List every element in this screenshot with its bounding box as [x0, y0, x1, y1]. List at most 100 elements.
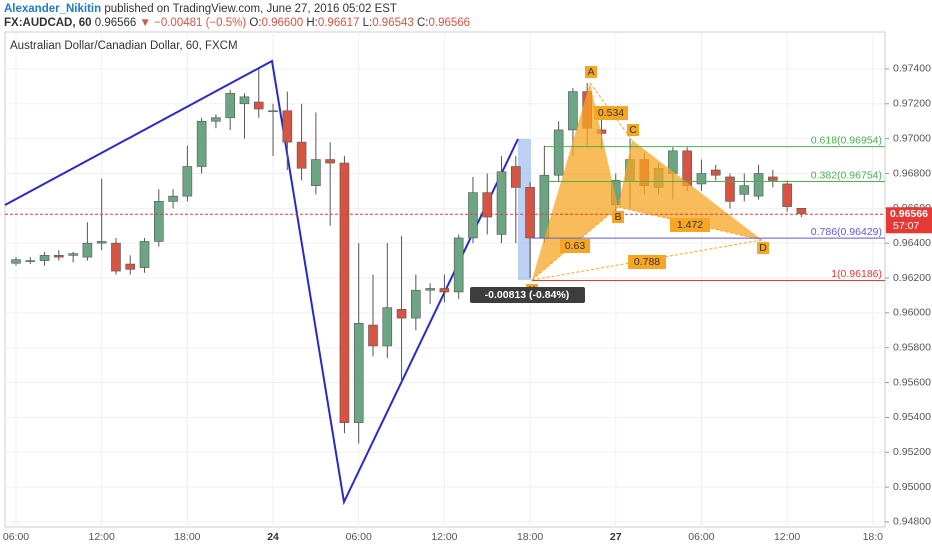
candle-body	[468, 192, 478, 239]
fib-label: 0.786(0.96429)	[811, 226, 882, 238]
point-box	[757, 242, 769, 254]
candle-body	[482, 192, 493, 218]
candle-body	[268, 110, 278, 113]
ratio-label: 0.534	[598, 107, 624, 119]
y-tick-label: 0.97400	[893, 63, 931, 75]
high: 0.96617	[317, 17, 360, 29]
candle-body	[125, 263, 136, 270]
candle-body	[753, 173, 764, 197]
fib-label: 1(0.96186)	[831, 268, 882, 280]
ratio-box	[594, 106, 628, 120]
y-tick-label: 0.97000	[893, 132, 931, 144]
price-tag	[886, 207, 932, 234]
candle-body	[525, 187, 535, 239]
candle-body	[282, 110, 293, 143]
candle-body	[225, 93, 235, 119]
price-tag-label: 0.96566	[890, 208, 928, 220]
low: 0.96543	[372, 17, 414, 29]
header-line: FX:AUDCAD, 60 0.96566 ▼ −0.00481 (−0.5%)…	[4, 16, 470, 30]
candle-body	[39, 255, 50, 261]
h-label: H:	[306, 17, 318, 29]
candle-body	[311, 159, 321, 186]
x-tick-label: 18:00	[174, 531, 200, 543]
candle-body	[154, 201, 164, 242]
candle-body	[368, 324, 378, 347]
candle-body	[796, 208, 807, 214]
point-box	[585, 66, 597, 78]
ratio-label: 1.472	[677, 219, 703, 231]
x-tick-label: 12:00	[774, 531, 800, 543]
candle-body	[339, 162, 350, 423]
arrow: ▼	[139, 17, 151, 29]
candle-body	[54, 255, 64, 258]
point-box	[612, 211, 624, 223]
x-tick-label: 06:00	[688, 531, 714, 543]
y-tick-label: 0.95400	[893, 411, 931, 423]
candle-body	[496, 171, 507, 235]
point-label: C	[629, 124, 637, 136]
open: 0.96600	[261, 17, 304, 29]
candle-body	[453, 237, 464, 293]
highlight	[518, 139, 531, 280]
x-tick-label: 06:00	[3, 531, 29, 543]
point-label: B	[614, 211, 621, 223]
candle-body	[425, 288, 435, 291]
ratio-box	[628, 255, 666, 269]
y-tick-label: 0.95200	[893, 446, 931, 458]
candle-body	[253, 101, 264, 110]
x-tick-label: 06:00	[346, 531, 372, 543]
l-label: L:	[362, 17, 373, 29]
published: published on TradingView.com, June 27, 2…	[104, 3, 397, 15]
candle-body	[411, 289, 421, 319]
point-label: D	[759, 242, 767, 254]
candle-body	[510, 166, 521, 188]
zigzag	[4, 59, 519, 506]
candle-body	[168, 195, 178, 202]
x-tick-label: 24	[267, 531, 279, 543]
ratio-label: 0.788	[634, 256, 660, 268]
o-label: O:	[249, 17, 262, 29]
candle-body	[782, 183, 792, 207]
header: Alexander_Nikitin published on TradingVi…	[4, 2, 470, 30]
change: −0.00481 (−0.5%)	[154, 17, 247, 29]
measure-box	[470, 287, 585, 303]
candle-body	[11, 259, 21, 264]
last: 0.96566	[94, 17, 137, 29]
y-tick-label: 0.95800	[893, 341, 931, 353]
y-tick-label: 0.95000	[893, 481, 931, 493]
point-label: A	[587, 66, 594, 78]
candle-body	[553, 129, 564, 176]
header-line: Alexander_Nikitin published on TradingVi…	[4, 2, 470, 16]
candle-body	[710, 169, 721, 176]
y-tick-label: 0.94800	[893, 516, 931, 528]
candle-body	[139, 241, 150, 268]
candle-body	[296, 141, 307, 169]
y-tick-label: 0.96400	[893, 237, 931, 249]
fib-label: 0.618(0.96954)	[811, 134, 882, 146]
y-tick-label: 0.96000	[893, 307, 931, 319]
close: 0.96566	[428, 17, 471, 29]
author: Alexander_Nikitin	[4, 3, 102, 15]
candle-body	[396, 309, 407, 319]
candle-body	[182, 166, 193, 197]
y-tick-label: 0.95600	[893, 376, 931, 388]
symbol: FX:AUDCAD, 60	[4, 17, 92, 29]
plot-frame	[4, 31, 886, 528]
candle-body	[111, 242, 121, 272]
countdown: 57:07	[893, 220, 919, 232]
candle-body	[439, 288, 450, 293]
candle-body	[353, 323, 364, 423]
candle-body	[739, 185, 750, 195]
candle-body	[696, 173, 707, 185]
measure-label: -0.00813 (-0.84%)	[485, 289, 570, 301]
ratio-label: 0.63	[565, 240, 586, 252]
fib-label: 0.382(0.96754)	[811, 169, 882, 181]
candle-body	[68, 253, 78, 256]
candle-body	[96, 241, 107, 244]
y-tick-label: 0.97200	[893, 98, 931, 110]
candle-body	[25, 260, 36, 262]
ratio-box	[670, 218, 710, 232]
candle-body	[239, 96, 250, 105]
